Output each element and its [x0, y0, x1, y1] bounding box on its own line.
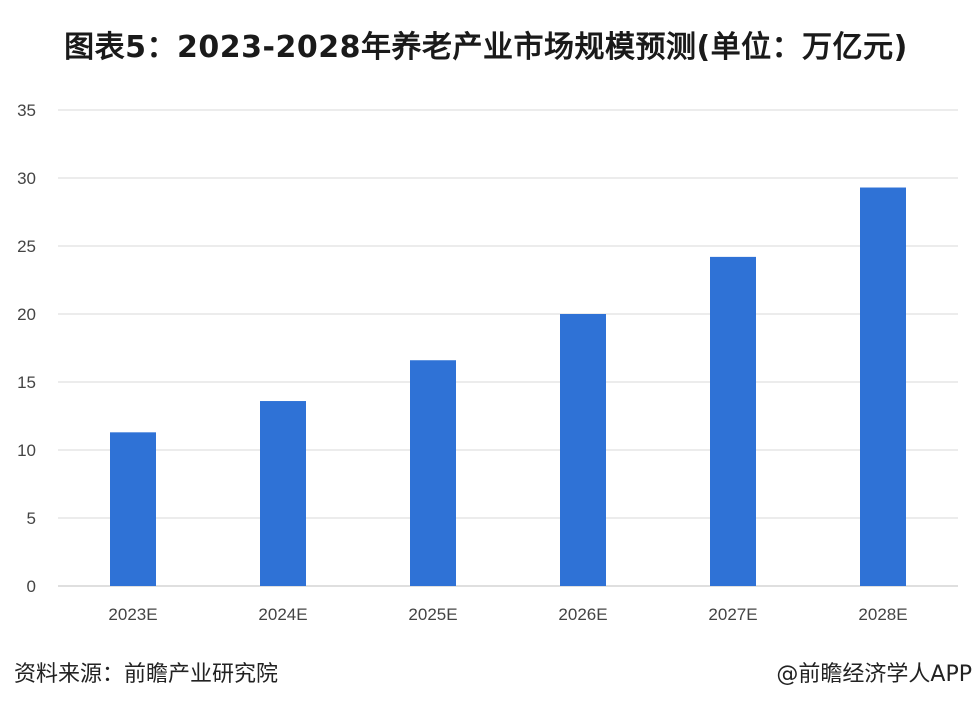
bar-2028E: [860, 187, 906, 586]
x-tick-label: 2025E: [408, 605, 457, 624]
bars: [110, 187, 906, 586]
bar-2025E: [410, 360, 456, 586]
x-tick-label: 2026E: [558, 605, 607, 624]
bar-2027E: [710, 256, 756, 586]
y-tick-label: 25: [17, 237, 36, 256]
chart-title: 图表5：2023-2028年养老产业市场规模预测(单位：万亿元): [64, 30, 908, 65]
y-tick-label: 15: [17, 373, 36, 392]
bar-2023E: [110, 432, 156, 586]
gridlines: [58, 109, 958, 587]
credit-note: @前瞻经济学人APP: [776, 662, 972, 687]
y-tick-label: 30: [17, 169, 36, 188]
bar-2024E: [260, 401, 306, 586]
y-tick-label: 10: [17, 441, 36, 460]
y-tick-label: 0: [27, 577, 36, 596]
bar-2026E: [560, 314, 606, 586]
x-tick-label: 2027E: [708, 605, 757, 624]
y-tick-label: 5: [27, 509, 36, 528]
x-axis-ticks: 2023E 2024E 2025E 2026E 2027E 2028E: [108, 605, 907, 624]
y-tick-label: 20: [17, 305, 36, 324]
x-tick-label: 2024E: [258, 605, 307, 624]
source-note: 资料来源：前瞻产业研究院: [14, 662, 279, 687]
y-tick-label: 35: [17, 101, 36, 120]
x-tick-label: 2028E: [858, 605, 907, 624]
x-tick-label: 2023E: [108, 605, 157, 624]
y-axis-ticks: 0 5 10 15 20 25 30 35: [17, 101, 36, 596]
